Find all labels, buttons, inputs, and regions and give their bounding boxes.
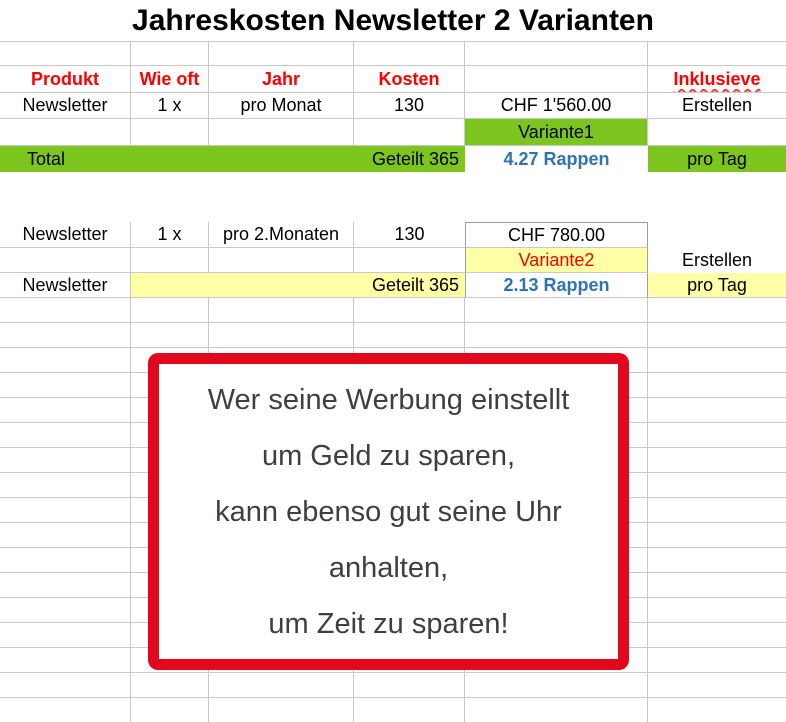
header-kosten: Kosten	[354, 66, 465, 93]
v2-result-cell: 2.13 Rappen	[465, 273, 648, 298]
empty-row	[0, 42, 786, 66]
v1-period-cell: pro Monat	[209, 93, 354, 119]
total-label: Total	[27, 148, 66, 169]
v2-divide-cell: Geteilt 365	[131, 273, 465, 298]
quote-line: Wer seine Werbung einstellt	[207, 383, 570, 416]
v1-include-cell: Erstellen	[648, 93, 786, 119]
variante2-label-cell: Variante2	[465, 248, 648, 273]
quote-line: kann ebenso gut seine Uhr	[215, 495, 562, 528]
quote-line: anhalten,	[328, 551, 449, 584]
spacer	[0, 172, 786, 222]
v1-divide-label: Geteilt 365	[371, 148, 459, 169]
total-row: Total Geteilt 365 4.27 Rappen pro Tag	[0, 146, 786, 172]
v1-product-cell: Newsletter	[0, 93, 131, 119]
v2-period-cell: pro 2.Monaten	[209, 222, 354, 248]
v2-cost-cell: 130	[354, 222, 465, 248]
header-wie-oft: Wie oft	[131, 66, 209, 93]
header-inklusieve: Inklusieve	[648, 66, 786, 93]
quote-box: Wer seine Werbung einstellt um Geld zu s…	[148, 353, 629, 670]
variant2-data-row: Newsletter 1 x pro 2.Monaten 130 CHF 780…	[0, 222, 786, 248]
inklusieve-label: Inklusieve	[673, 68, 761, 89]
page-title: Jahreskosten Newsletter 2 Varianten	[0, 0, 786, 42]
quote-line: um Zeit zu sparen!	[268, 607, 509, 640]
v1-perday-cell: pro Tag	[648, 146, 786, 172]
v1-amount-cell: CHF 1'560.00	[465, 93, 648, 119]
v2-perday-cell: pro Tag	[648, 273, 786, 298]
v2-frequency-cell: 1 x	[131, 222, 209, 248]
v2-product-cell: Newsletter	[0, 222, 131, 248]
v1-cost-cell: 130	[354, 93, 465, 119]
header-empty	[465, 66, 648, 93]
variant1-label-row: Variante1	[0, 119, 786, 146]
v2-product2-cell: Newsletter	[0, 273, 131, 298]
v1-result-cell: 4.27 Rappen	[503, 148, 610, 169]
title-row: Jahreskosten Newsletter 2 Varianten	[0, 0, 786, 42]
v2-amount-cell: CHF 780.00	[465, 222, 648, 248]
v1-frequency-cell: 1 x	[131, 93, 209, 119]
variant1-data-row: Newsletter 1 x pro Monat 130 CHF 1'560.0…	[0, 93, 786, 119]
header-jahr: Jahr	[209, 66, 354, 93]
quote-line: um Geld zu sparen,	[261, 439, 516, 472]
variant2-label-row: Variante2 Erstellen	[0, 248, 786, 273]
header-row: Produkt Wie oft Jahr Kosten Inklusieve	[0, 66, 786, 93]
header-produkt: Produkt	[0, 66, 131, 93]
variant2-result-row: Newsletter Geteilt 365 2.13 Rappen pro T…	[0, 273, 786, 298]
v2-include-cell: Erstellen	[681, 250, 753, 270]
variante1-label-cell: Variante1	[465, 119, 648, 146]
total-cell: Total Geteilt 365	[0, 146, 465, 172]
